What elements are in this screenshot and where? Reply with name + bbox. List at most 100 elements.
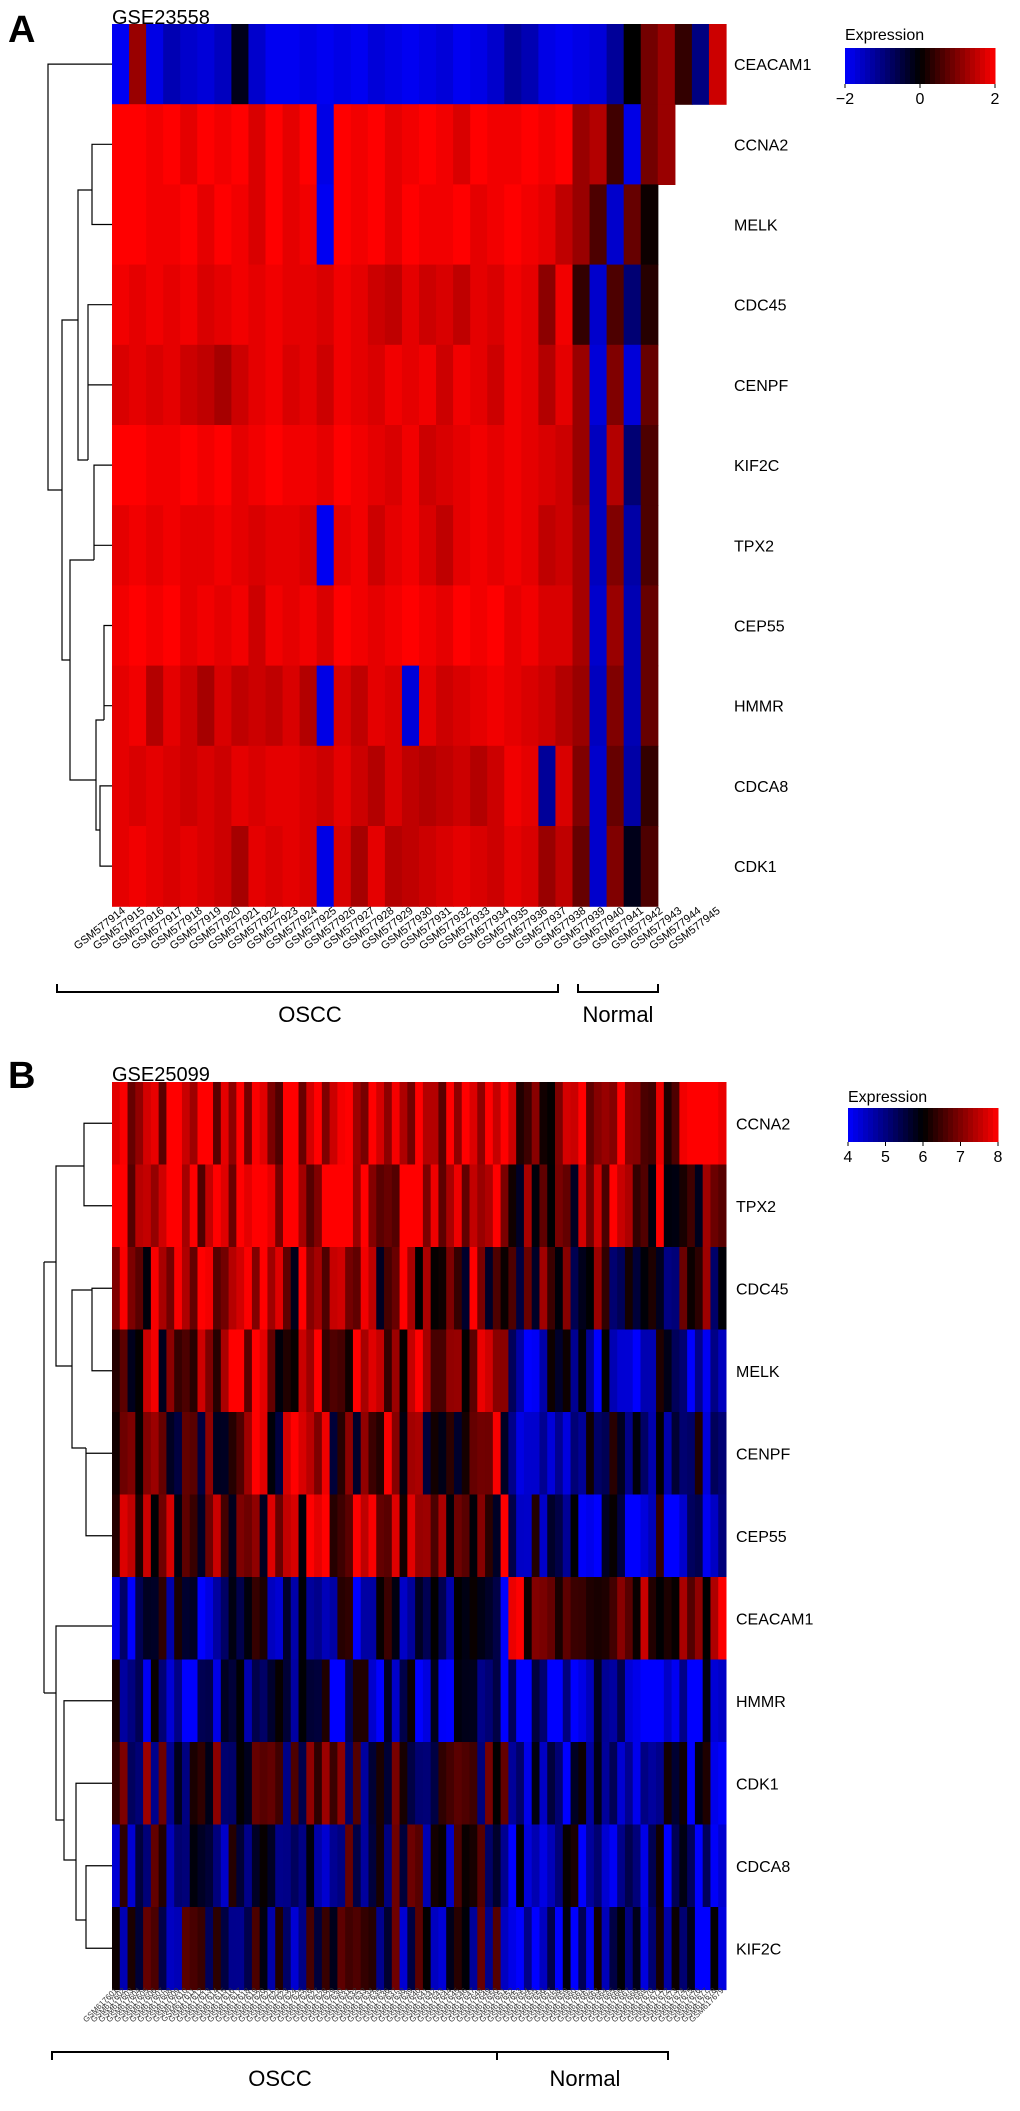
heatmap-cell <box>259 1659 268 1743</box>
heatmap-cell <box>236 1247 245 1331</box>
heatmap-cell <box>401 264 420 346</box>
heatmap-cell <box>640 1329 649 1413</box>
heatmap-cell <box>578 1412 587 1496</box>
heatmap-cell <box>521 665 539 747</box>
heatmap-cell <box>135 1494 144 1578</box>
heatmap-cell <box>407 1824 416 1908</box>
heatmap-cell <box>180 184 198 266</box>
heatmap-cell <box>129 505 147 586</box>
heatmap-cell <box>436 264 454 346</box>
heatmap-cell <box>129 24 147 105</box>
heatmap-cell <box>314 1659 323 1743</box>
heatmap-cell <box>555 745 574 827</box>
heatmap-cell <box>112 1329 121 1413</box>
heatmap-cell <box>282 1824 292 1908</box>
heatmap-cell <box>299 826 318 907</box>
legend-swatch <box>878 1108 884 1142</box>
heatmap-cell <box>453 1742 463 1826</box>
heatmap-cell <box>213 1247 222 1331</box>
heatmap-cell <box>570 1907 579 1991</box>
legend-swatch <box>855 48 861 84</box>
heatmap-cell <box>648 1907 657 1991</box>
heatmap-cell <box>572 665 591 747</box>
heatmap-cell <box>671 1659 680 1743</box>
dendrogram-branch <box>43 1261 56 1694</box>
dendrogram-branch <box>77 189 92 461</box>
legend-tick-label: 4 <box>844 1149 853 1166</box>
group-brackets-b: OSCC Normal <box>51 2051 669 2091</box>
heatmap-cell <box>422 1164 432 1248</box>
heatmap-cell <box>531 1824 540 1908</box>
heatmap-cell <box>314 1082 323 1166</box>
heatmap-cell <box>275 1659 284 1743</box>
heatmap-cell <box>174 1494 183 1578</box>
heatmap-cell <box>314 1494 323 1578</box>
heatmap-cell <box>453 1824 463 1908</box>
legend-swatch <box>945 48 951 84</box>
heatmap-cell <box>679 1329 688 1413</box>
heatmap-cell <box>469 1082 478 1166</box>
panel-a: A GSE23558 CEACAM1 CCNA2 MELK CDC45 CENPF KIF… <box>8 7 1000 1027</box>
heatmap-cell <box>231 264 250 346</box>
heatmap-cell <box>384 425 403 506</box>
heatmap-cell <box>606 104 625 185</box>
heatmap-cell <box>521 344 539 426</box>
heatmap-cell <box>143 1329 152 1413</box>
heatmap-cell <box>438 1824 447 1908</box>
heatmap-cell <box>492 1824 502 1908</box>
heatmap-cell <box>624 1742 634 1826</box>
gene-label: CCNA2 <box>734 137 788 154</box>
heatmap-cell <box>150 1412 160 1496</box>
heatmap-cell <box>710 1659 719 1743</box>
heatmap-cell <box>687 1247 696 1331</box>
heatmap-cell <box>337 1412 346 1496</box>
heatmap-cell <box>589 505 608 586</box>
legend-swatch <box>993 1108 999 1142</box>
heatmap-cell <box>523 1412 533 1496</box>
dendrogram-branch <box>91 1287 112 1372</box>
group-bracket <box>56 984 559 993</box>
heatmap-cell <box>275 1494 284 1578</box>
legend-swatch <box>980 48 986 84</box>
heatmap-cell <box>352 1742 362 1826</box>
heatmap-cell <box>539 1742 548 1826</box>
heatmap-cell <box>345 1577 354 1661</box>
heatmap-cell <box>333 585 352 667</box>
heatmap-cell <box>656 1742 665 1826</box>
heatmap-cell <box>538 24 557 105</box>
heatmap-cell <box>469 1577 478 1661</box>
heatmap-cell <box>469 1494 478 1578</box>
heatmap-cell <box>718 1329 727 1413</box>
heatmap-cell <box>453 425 471 506</box>
heatmap-cell <box>267 1824 276 1908</box>
heatmap-cell <box>492 1164 502 1248</box>
heatmap-cell <box>477 1577 486 1661</box>
heatmap-cell <box>367 745 386 827</box>
heatmap-cell <box>436 745 454 827</box>
heatmap-cell <box>391 1659 401 1743</box>
heatmap-cell <box>702 1659 711 1743</box>
heatmap-cell <box>446 1247 455 1331</box>
heatmap-cell <box>555 1082 564 1166</box>
heatmap-cell <box>112 425 130 506</box>
gene-label: CDC45 <box>736 1281 789 1298</box>
heatmap-cell <box>419 184 437 266</box>
heatmap-cell <box>352 1659 362 1743</box>
heatmap-cell <box>244 1082 253 1166</box>
heatmap-cell <box>213 1082 222 1166</box>
heatmap-cell <box>586 1412 595 1496</box>
heatmap-cell <box>329 1577 338 1661</box>
heatmap-cell <box>562 1824 572 1908</box>
heatmap-cell <box>485 1082 494 1166</box>
heatmap-cell <box>589 264 608 346</box>
heatmap-cell <box>298 1329 307 1413</box>
heatmap-cell <box>112 1247 121 1331</box>
heatmap-cell <box>617 1577 626 1661</box>
heatmap-cell <box>345 1907 354 1991</box>
legend-swatch <box>955 48 961 84</box>
heatmap-cell <box>112 1164 121 1248</box>
heatmap-cell <box>562 1082 572 1166</box>
heatmap-cell <box>415 1659 424 1743</box>
heatmap-cell <box>244 1577 253 1661</box>
heatmap-cell <box>438 1659 447 1743</box>
